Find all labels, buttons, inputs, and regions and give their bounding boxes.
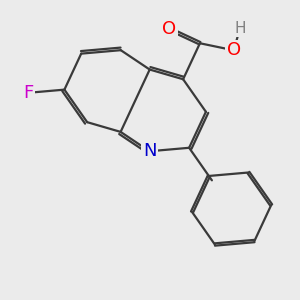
Text: N: N bbox=[143, 142, 156, 160]
Text: O: O bbox=[227, 41, 241, 59]
Text: F: F bbox=[24, 84, 34, 102]
Text: O: O bbox=[162, 20, 176, 38]
Text: H: H bbox=[234, 21, 246, 36]
